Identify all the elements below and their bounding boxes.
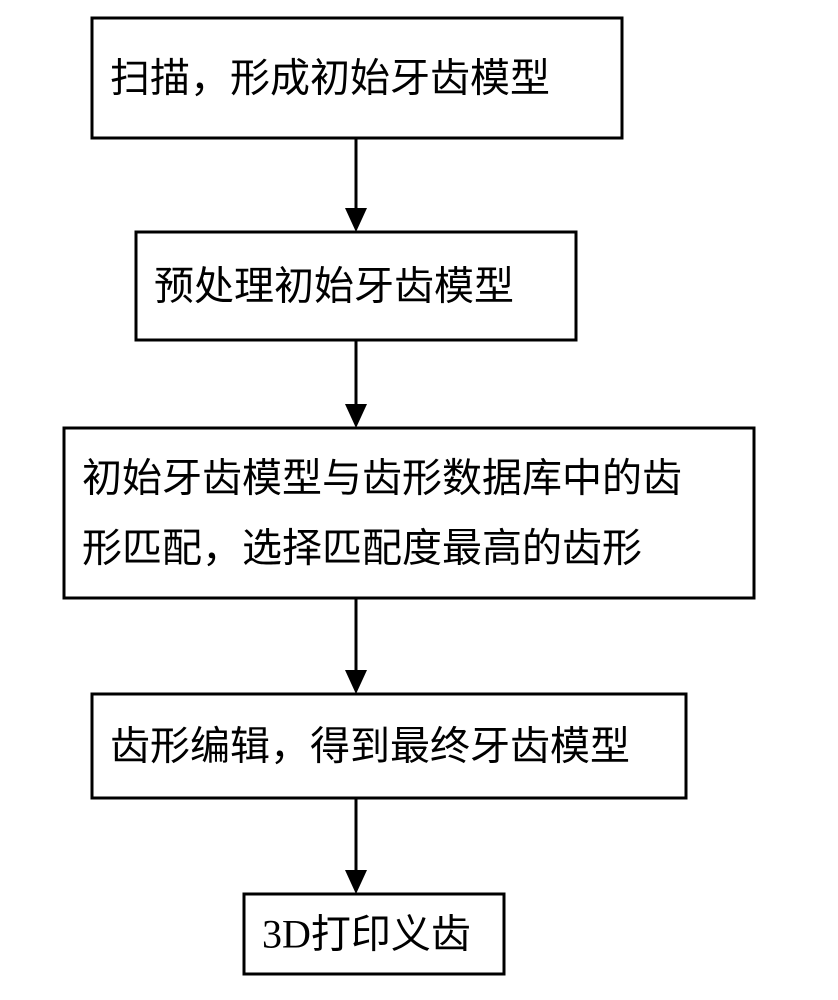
flow-step-text: 扫描，形成初始牙齿模型: [110, 56, 550, 101]
flow-step: 初始牙齿模型与齿形数据库中的齿形匹配，选择匹配度最高的齿形: [64, 428, 754, 598]
flow-step-text: 3D打印义齿: [262, 912, 471, 957]
flow-step-text: 齿形编辑，得到最终牙齿模型: [110, 724, 630, 769]
flow-step: 3D打印义齿: [244, 894, 504, 974]
flow-step: 预处理初始牙齿模型: [136, 232, 576, 340]
flow-arrow: [345, 138, 367, 232]
flow-step: 扫描，形成初始牙齿模型: [92, 18, 622, 138]
flow-step-text: 预处理初始牙齿模型: [154, 264, 514, 309]
flow-arrow: [345, 798, 367, 894]
flow-step-text: 形匹配，选择匹配度最高的齿形: [82, 526, 642, 571]
flowchart-canvas: 扫描，形成初始牙齿模型预处理初始牙齿模型初始牙齿模型与齿形数据库中的齿形匹配，选…: [0, 0, 838, 1000]
flow-step-text: 初始牙齿模型与齿形数据库中的齿: [82, 456, 682, 501]
flow-arrow: [345, 340, 367, 428]
flow-step: 齿形编辑，得到最终牙齿模型: [92, 694, 686, 798]
flow-arrow: [345, 598, 367, 694]
